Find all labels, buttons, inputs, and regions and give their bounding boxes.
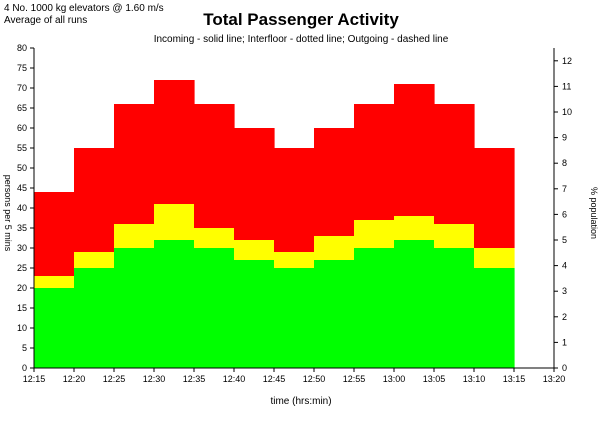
bar-interfloor-8: [354, 220, 395, 248]
bars-layer: [34, 80, 515, 368]
x-tick-label: 12:45: [263, 374, 286, 384]
bar-incoming-4: [194, 248, 235, 368]
y-tick-label: 20: [17, 283, 27, 293]
bar-interfloor-5: [234, 240, 275, 260]
bar-outgoing-10: [434, 104, 475, 224]
bar-interfloor-9: [394, 216, 435, 240]
bar-interfloor-11: [474, 248, 515, 268]
bar-outgoing-3: [154, 80, 195, 204]
x-axis-label: time (hrs:min): [270, 396, 332, 407]
x-tick-label: 12:20: [63, 374, 86, 384]
x-tick-label: 12:40: [223, 374, 246, 384]
bar-incoming-5: [234, 260, 275, 368]
y-tick-label: 10: [17, 323, 27, 333]
bar-incoming-7: [314, 260, 355, 368]
bar-outgoing-0: [34, 192, 75, 276]
x-tick-label: 12:25: [103, 374, 126, 384]
header-line-2: Average of all runs: [4, 15, 88, 26]
y2-tick-label: 6: [562, 209, 567, 219]
x-tick-label: 13:00: [383, 374, 406, 384]
bar-interfloor-7: [314, 236, 355, 260]
bar-incoming-8: [354, 248, 395, 368]
bar-incoming-9: [394, 240, 435, 368]
y-tick-label: 15: [17, 303, 27, 313]
bar-incoming-3: [154, 240, 195, 368]
bar-outgoing-9: [394, 84, 435, 216]
y-tick-label: 65: [17, 103, 27, 113]
y2-tick-label: 9: [562, 133, 567, 143]
y-axis-label-right: % population: [589, 186, 599, 240]
bar-interfloor-0: [34, 276, 75, 288]
bar-outgoing-4: [194, 104, 235, 228]
y2-tick-label: 7: [562, 184, 567, 194]
y-tick-label: 55: [17, 143, 27, 153]
bar-interfloor-6: [274, 252, 315, 268]
x-tick-label: 12:50: [303, 374, 326, 384]
y-tick-label: 70: [17, 83, 27, 93]
y-tick-label: 40: [17, 203, 27, 213]
y-tick-label: 5: [22, 343, 27, 353]
y2-tick-label: 12: [562, 56, 572, 66]
x-tick-label: 13:10: [463, 374, 486, 384]
y2-tick-label: 8: [562, 158, 567, 168]
chart-subtitle: Incoming - solid line; Interfloor - dott…: [153, 34, 449, 45]
bar-incoming-10: [434, 248, 475, 368]
chart-title: Total Passenger Activity: [203, 10, 399, 29]
y-tick-label: 25: [17, 263, 27, 273]
bar-incoming-6: [274, 268, 315, 368]
bar-outgoing-11: [474, 148, 515, 248]
bar-interfloor-4: [194, 228, 235, 248]
bar-interfloor-3: [154, 204, 195, 240]
header-line-1: 4 No. 1000 kg elevators @ 1.60 m/s: [4, 3, 164, 14]
y2-tick-label: 10: [562, 107, 572, 117]
y-tick-label: 0: [22, 363, 27, 373]
bar-outgoing-6: [274, 148, 315, 252]
y2-tick-label: 4: [562, 261, 567, 271]
axes-layer: 0510152025303540455055606570758001234567…: [17, 43, 572, 384]
y-tick-label: 45: [17, 183, 27, 193]
bar-incoming-11: [474, 268, 515, 368]
x-tick-label: 12:30: [143, 374, 166, 384]
bar-outgoing-5: [234, 128, 275, 240]
bar-outgoing-2: [114, 104, 155, 224]
bar-outgoing-7: [314, 128, 355, 236]
y-axis-label-left: persons per 5 mins: [3, 174, 13, 252]
x-tick-label: 12:55: [343, 374, 366, 384]
bar-incoming-1: [74, 268, 115, 368]
y2-tick-label: 0: [562, 363, 567, 373]
x-tick-label: 13:15: [503, 374, 526, 384]
y-tick-label: 35: [17, 223, 27, 233]
y-tick-label: 75: [17, 63, 27, 73]
y2-tick-label: 11: [562, 81, 571, 91]
bar-interfloor-2: [114, 224, 155, 248]
y-tick-label: 30: [17, 243, 27, 253]
y2-tick-label: 2: [562, 312, 567, 322]
y-tick-label: 80: [17, 43, 27, 53]
bar-interfloor-10: [434, 224, 475, 248]
bar-incoming-2: [114, 248, 155, 368]
x-tick-label: 12:35: [183, 374, 206, 384]
y2-tick-label: 3: [562, 286, 567, 296]
y-tick-label: 50: [17, 163, 27, 173]
y-tick-label: 60: [17, 123, 27, 133]
bar-outgoing-8: [354, 104, 395, 220]
bar-interfloor-1: [74, 252, 115, 268]
y2-tick-label: 5: [562, 235, 567, 245]
bar-outgoing-1: [74, 148, 115, 252]
x-tick-label: 13:20: [543, 374, 566, 384]
y2-tick-label: 1: [562, 337, 567, 347]
bar-incoming-0: [34, 288, 75, 368]
x-tick-label: 13:05: [423, 374, 446, 384]
x-tick-label: 12:15: [23, 374, 46, 384]
